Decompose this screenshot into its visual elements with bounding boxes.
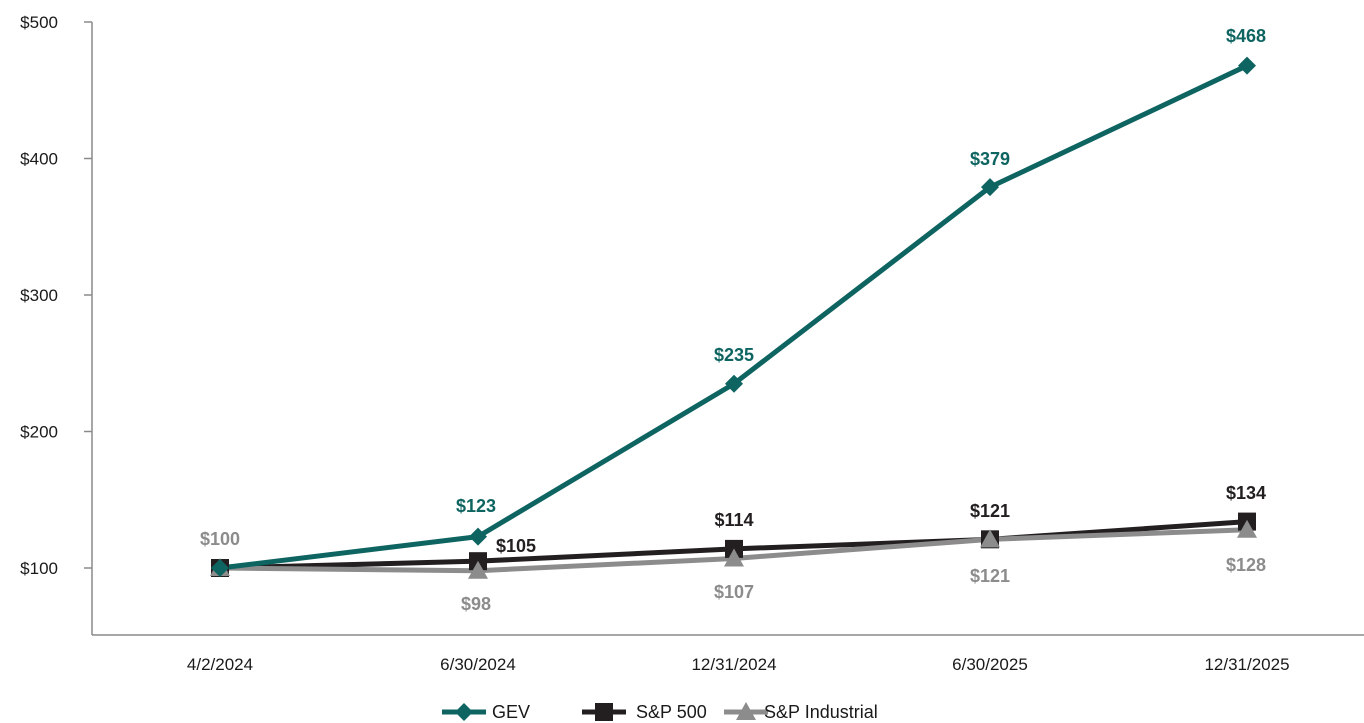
data-label-sp-industrial: $100 <box>200 529 240 549</box>
legend-marker <box>736 702 756 720</box>
data-point-gev <box>469 527 487 546</box>
legend: GEV S&P 500 S&P Industrial <box>442 702 878 722</box>
legend-label: S&P Industrial <box>764 702 878 722</box>
y-tick-label: $500 <box>20 13 58 32</box>
y-axis-ticks: $100 $200 $300 $400 $500 <box>20 13 92 578</box>
y-tick-label: $300 <box>20 286 58 305</box>
x-tick-label: 12/31/2025 <box>1204 655 1289 674</box>
x-tick-label: 4/2/2024 <box>187 655 253 674</box>
x-tick-label: 6/30/2024 <box>440 655 516 674</box>
legend-item-gev: GEV <box>442 702 530 722</box>
data-point-gev <box>981 178 999 197</box>
legend-label: GEV <box>492 702 530 722</box>
data-point-sp-industrial <box>980 529 1000 548</box>
y-tick-label: $200 <box>20 423 58 442</box>
x-axis-ticks: 4/2/2024 6/30/2024 12/31/2024 6/30/2025 12/3… <box>187 655 1290 674</box>
data-point-sp-industrial <box>724 548 744 567</box>
data-label-sp-industrial: $128 <box>1226 555 1266 575</box>
y-tick-label: $100 <box>20 559 58 578</box>
data-label-sp-industrial: $98 <box>461 594 491 614</box>
data-label-sp-500: $121 <box>970 501 1010 521</box>
data-labels: $123 $235 $379 $468 $105 $114 $121 $134 $100 $98 $… <box>200 26 1266 614</box>
series-markers <box>210 56 1257 579</box>
data-label-gev: $468 <box>1226 26 1266 46</box>
x-tick-label: 6/30/2025 <box>952 655 1028 674</box>
series-lines <box>219 63 1249 574</box>
legend-item-sp-industrial: S&P Industrial <box>724 702 878 722</box>
data-label-sp-industrial: $107 <box>714 582 754 602</box>
legend-label: S&P 500 <box>636 702 707 722</box>
data-label-gev: $123 <box>456 496 496 516</box>
data-label-sp-industrial: $121 <box>970 566 1010 586</box>
data-point-gev <box>1238 56 1256 75</box>
legend-marker <box>455 703 473 721</box>
data-point-gev <box>725 374 743 393</box>
legend-item-sp-500: S&P 500 <box>582 702 707 722</box>
data-label-sp-500: $114 <box>714 510 753 530</box>
data-point-gev <box>211 559 229 577</box>
series-line-gev <box>219 63 1249 571</box>
data-label-gev: $379 <box>970 149 1010 169</box>
y-tick-label: $400 <box>20 150 58 169</box>
data-label-sp-500: $105 <box>496 536 536 556</box>
data-label-gev: $235 <box>714 345 754 365</box>
data-point-sp-industrial <box>1237 519 1257 538</box>
data-point-sp-industrial <box>468 560 488 579</box>
legend-marker <box>595 703 613 721</box>
data-label-sp-500: $134 <box>1226 483 1266 503</box>
x-tick-label: 12/31/2024 <box>691 655 776 674</box>
